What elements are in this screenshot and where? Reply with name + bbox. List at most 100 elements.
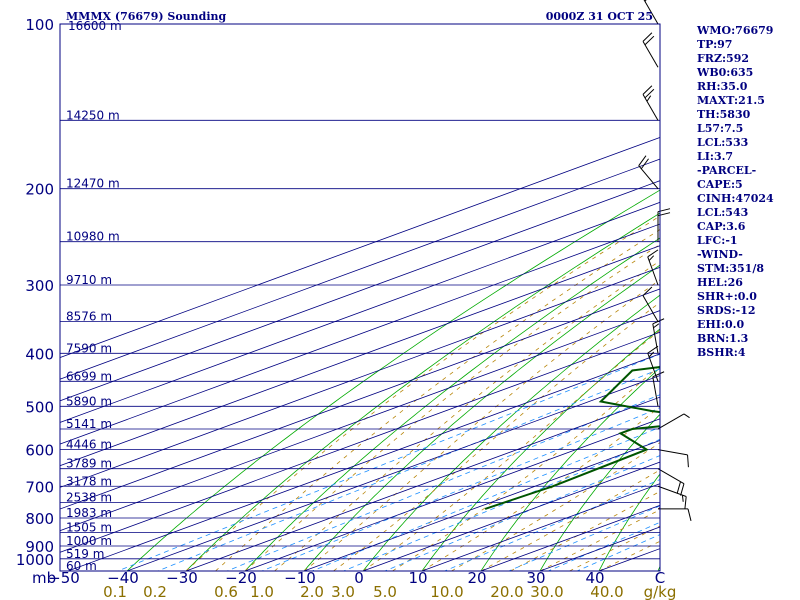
moist-adiabat-line	[303, 279, 660, 571]
mixing-ratio-line	[383, 455, 660, 571]
height-label: 4446 m	[66, 438, 112, 452]
wind-barb-flag	[681, 495, 684, 502]
wind-barb-flag	[687, 508, 692, 522]
mixing-ratio-label: 3.0	[331, 583, 355, 600]
stat-line: FRZ:592	[697, 52, 750, 65]
stat-line: CINH:47024	[697, 192, 774, 205]
height-label: 5141 m	[66, 417, 112, 431]
isotherm-line	[60, 158, 660, 380]
height-label: 2538 m	[66, 491, 112, 505]
temperature-tick-label: −30	[166, 569, 198, 587]
temperature-tick-label: −50	[48, 569, 80, 587]
pressure-tick-label: 700	[25, 478, 54, 496]
stat-line: LI:3.7	[697, 150, 734, 163]
stat-line: TP:97	[697, 38, 733, 51]
stat-line: SHR+:0.0	[697, 290, 757, 303]
temperature-tick-label: 0	[354, 569, 364, 587]
temperature-tick-label: 20	[467, 569, 486, 587]
temperature-tick-label: 40	[585, 569, 604, 587]
isotherm-line	[60, 310, 660, 532]
pressure-tick-label: 1000	[16, 551, 54, 569]
wind-barb-flag	[648, 255, 655, 261]
stat-line: -WIND-	[697, 248, 743, 261]
isotherm-line	[184, 396, 660, 571]
mixing-ratio-label: 10.0	[430, 583, 463, 600]
mixing-ratio-line	[576, 534, 660, 571]
stat-line: SRDS:-12	[697, 304, 756, 317]
moist-adiabat-line	[215, 229, 660, 571]
pressure-tick-label: 200	[25, 181, 54, 199]
wind-barb-flag	[676, 481, 681, 494]
sounding-time: 0000Z 31 OCT 25	[546, 10, 653, 23]
wind-barb-staff	[647, 256, 659, 286]
height-label: 60 m	[66, 559, 97, 573]
wind-barb-flag	[683, 413, 690, 419]
stat-line: TH:5830	[697, 108, 751, 121]
height-label: 6699 m	[66, 369, 112, 383]
isotherm-line	[60, 245, 660, 467]
mixing-ratio-line	[443, 479, 660, 571]
pressure-tick-label: 500	[25, 398, 54, 416]
wind-barb	[643, 0, 659, 25]
stat-line: WMO:76679	[697, 24, 774, 37]
moist-adiabat-line	[539, 509, 660, 571]
stat-line: -PARCEL-	[697, 164, 757, 177]
mixing-ratio-line	[311, 426, 660, 571]
height-label: 1983 m	[66, 506, 112, 520]
wind-barb-staff	[657, 413, 685, 430]
wind-barb-staff	[657, 468, 685, 485]
wind-barb-staff	[657, 449, 688, 456]
wind-barb-staff	[642, 295, 659, 322]
mixing-ratio-label: 1.0	[250, 583, 274, 600]
wind-barb-flag	[680, 483, 685, 496]
stat-line: BRN:1.3	[697, 332, 749, 345]
wind-barb-staff	[638, 165, 659, 189]
wind-barb-flag	[653, 323, 660, 329]
stat-line: HEL:26	[697, 276, 743, 289]
isotherm-line	[60, 266, 660, 488]
height-label: 8576 m	[66, 310, 112, 324]
wind-barb	[647, 249, 659, 286]
wind-barb-staff	[652, 323, 659, 354]
wind-barb-flag	[652, 371, 665, 378]
stat-line: L57:7.5	[697, 122, 744, 135]
height-label: 1505 m	[66, 520, 112, 534]
height-label: 3178 m	[66, 474, 112, 488]
height-label: 1000 m	[66, 534, 112, 548]
isotherm-line	[302, 439, 660, 571]
mixing-ratio-line	[225, 394, 660, 571]
stat-line: CAPE:5	[697, 178, 743, 191]
pressure-tick-label: 100	[25, 16, 54, 34]
wind-barb	[652, 318, 665, 354]
stat-line: STM:351/8	[697, 262, 764, 275]
mixing-ratio-label: 20.0	[490, 583, 523, 600]
dry-adiabat-line	[244, 237, 660, 571]
isotherm-line	[60, 201, 660, 423]
dry-adiabat-line	[126, 189, 660, 571]
wind-barb	[642, 85, 659, 121]
height-label: 5890 m	[66, 394, 112, 408]
height-label: 3789 m	[66, 457, 112, 471]
wind-barb-staff	[652, 376, 659, 407]
pressure-tick-label: 400	[25, 345, 54, 363]
height-label: 16600 m	[68, 19, 122, 33]
wind-barb-flag	[642, 32, 653, 42]
wind-barb-flag	[648, 351, 655, 358]
wind-barb-staff	[643, 0, 659, 25]
wind-barb-staff	[657, 485, 687, 497]
height-label: 519 m	[66, 547, 104, 561]
stat-line: EHI:0.0	[697, 318, 745, 331]
wind-barb-flag	[647, 249, 659, 258]
wind-barb-staff	[647, 352, 659, 382]
isotherm-line	[60, 288, 660, 510]
temperature-tick-label: −20	[225, 569, 257, 587]
temperature-tick-label: −40	[107, 569, 139, 587]
wind-barb-flag	[684, 496, 687, 509]
pressure-tick-label: 800	[25, 510, 54, 528]
wind-barb	[657, 485, 687, 509]
height-label: 7590 m	[66, 341, 112, 355]
mixing-ratio-label: 0.6	[214, 583, 238, 600]
pressure-unit-label: mb	[32, 569, 56, 587]
